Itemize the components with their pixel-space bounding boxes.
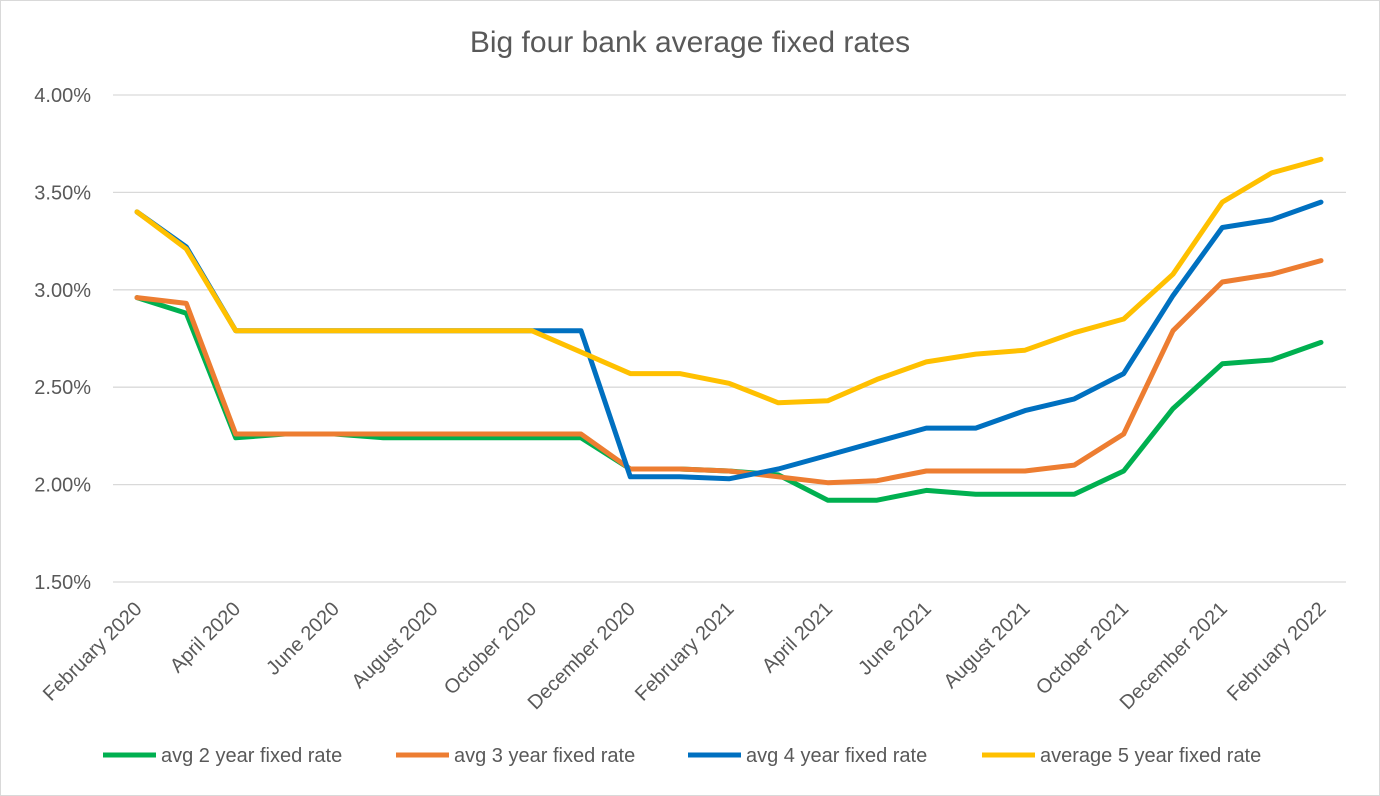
x-tick-label: April 2020 xyxy=(166,598,245,677)
chart-title: Big four bank average fixed rates xyxy=(469,26,911,59)
y-tick-label: 4.00% xyxy=(34,85,91,107)
x-tick-label: June 2021 xyxy=(854,598,936,680)
y-axis-tick-labels: 1.50% 2.00% 2.50% 3.00% 3.50% 4.00% xyxy=(34,85,91,594)
x-axis-tick-labels: February 2020 April 2020 June 2020 August 2… xyxy=(39,598,1331,714)
legend-label: avg 3 year fixed rate xyxy=(454,745,635,767)
legend: avg 2 year fixed rate avg 3 year fixed ra… xyxy=(103,745,1261,767)
x-tick-label: February 2022 xyxy=(1223,598,1331,706)
x-tick-label: February 2021 xyxy=(631,598,739,706)
series-line-3 xyxy=(134,199,1324,482)
y-tick-label: 3.00% xyxy=(34,280,91,302)
x-tick-label: December 2021 xyxy=(1116,598,1232,714)
series-line-4 xyxy=(134,156,1324,406)
x-tick-label: October 2020 xyxy=(440,598,541,699)
legend-label: avg 4 year fixed rate xyxy=(746,745,927,767)
gridlines xyxy=(113,94,1346,583)
y-tick-label: 2.50% xyxy=(34,377,91,399)
y-tick-label: 1.50% xyxy=(34,572,91,594)
series-line-2 xyxy=(134,258,1324,486)
x-tick-label: August 2021 xyxy=(940,598,1035,693)
x-tick-label: June 2020 xyxy=(262,598,344,680)
series-lines xyxy=(134,156,1324,503)
y-tick-label: 3.50% xyxy=(34,182,91,204)
x-tick-label: April 2021 xyxy=(758,598,837,677)
y-tick-label: 2.00% xyxy=(34,475,91,497)
x-tick-label: October 2021 xyxy=(1032,598,1133,699)
x-tick-label: February 2020 xyxy=(39,598,147,706)
legend-label: avg 2 year fixed rate xyxy=(161,745,342,767)
x-tick-label: August 2020 xyxy=(348,598,443,693)
legend-label: average 5 year fixed rate xyxy=(1040,745,1261,767)
x-tick-label: December 2020 xyxy=(524,598,640,714)
